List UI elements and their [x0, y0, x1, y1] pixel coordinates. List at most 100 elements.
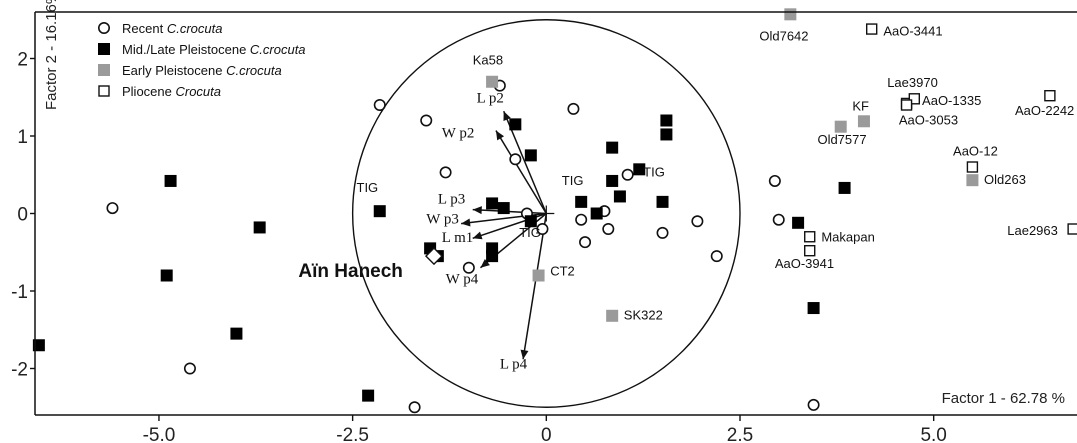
- vector-arrowhead: [461, 218, 471, 227]
- vector-label: L m1: [442, 230, 474, 246]
- data-point: [691, 215, 704, 228]
- data-point: [656, 226, 669, 239]
- legend-entry: Mid./Late Pleistocene C.crocuta: [122, 42, 306, 57]
- vector-arrowhead: [503, 111, 511, 122]
- data-point: [1044, 89, 1056, 102]
- vector-label: W p2: [442, 126, 475, 142]
- data-point: [579, 236, 592, 249]
- legend-entry: Early Pleistocene C.crocuta: [122, 63, 282, 78]
- point-label: AaO-3053: [899, 112, 958, 127]
- data-point: [524, 215, 537, 228]
- legend-entry-text: Mid./Late Pleistocene: [122, 42, 250, 57]
- legend-entry: Recent C.crocuta: [122, 21, 222, 36]
- y-tick-label: 1: [17, 127, 28, 148]
- data-point: [656, 195, 669, 208]
- data-point: [362, 389, 375, 402]
- data-point: [536, 223, 549, 236]
- vector-label: W p3: [426, 212, 459, 228]
- data-point: [567, 102, 580, 115]
- data-point: [230, 327, 243, 340]
- data-point: [373, 205, 386, 218]
- vector-label: W p4: [446, 271, 479, 287]
- point-label: TIG: [643, 164, 665, 179]
- data-point: [621, 168, 634, 181]
- loading-vector: [495, 130, 547, 214]
- point-label: AaO-3941: [775, 256, 834, 271]
- loading-vector: [522, 213, 548, 360]
- correlation-circle: [351, 19, 741, 408]
- vector-label: L p4: [500, 357, 528, 373]
- data-point: [164, 174, 177, 187]
- data-point: [613, 190, 626, 203]
- legend-marker: [98, 21, 111, 34]
- data-point: [253, 221, 266, 234]
- x-tick-label: 5.0: [920, 425, 946, 443]
- vector-arrowhead: [520, 349, 529, 360]
- y-tick-label: -1: [11, 282, 28, 303]
- data-point: [590, 207, 603, 220]
- data-point: [575, 195, 588, 208]
- point-label: KF: [852, 98, 869, 113]
- data-point: [804, 231, 816, 243]
- data-point: [606, 141, 619, 154]
- x-axis-title: Factor 1 - 62.78 %: [942, 390, 1065, 407]
- data-point: [439, 166, 452, 179]
- data-point: [807, 302, 820, 315]
- x-tick-label: -5.0: [143, 425, 176, 443]
- legend-marker: [98, 64, 110, 76]
- point-label: AaO-3441: [883, 23, 942, 38]
- vector-arrowhead: [472, 206, 482, 215]
- point-label: AaO-2242: [1015, 103, 1074, 118]
- data-point: [486, 75, 499, 88]
- highlight-label: Aïn Hanech: [298, 261, 403, 282]
- point-label: TIG: [562, 173, 584, 188]
- point-label: CT2: [550, 264, 575, 279]
- y-tick-label: 0: [17, 205, 28, 226]
- data-point: [900, 99, 913, 111]
- legend-marker: [98, 43, 110, 55]
- legend-entry-taxon: C.crocuta: [167, 21, 223, 36]
- data-point: [373, 99, 386, 112]
- data-point: [772, 213, 785, 226]
- vector-arrowhead: [480, 258, 490, 268]
- data-point: [838, 181, 851, 194]
- data-point: [524, 149, 537, 162]
- data-point: [966, 161, 979, 173]
- point-label: Old263: [984, 172, 1026, 187]
- x-tick-label: -2.5: [336, 425, 369, 443]
- point-label: Makapan: [821, 229, 874, 244]
- data-point: [183, 362, 196, 375]
- legend-entry-text: Recent: [122, 21, 167, 36]
- data-point: [420, 114, 433, 127]
- point-label: AaO-12: [953, 143, 998, 158]
- legend-entry-text: Early Pleistocene: [122, 63, 226, 78]
- data-point: [768, 174, 781, 187]
- x-tick-label: 0: [541, 425, 552, 443]
- point-label: TIG: [519, 225, 541, 240]
- point-label: Ka58: [473, 53, 503, 68]
- data-point: [857, 115, 870, 128]
- data-point: [792, 216, 805, 229]
- data-point: [710, 250, 723, 263]
- y-tick-label: 2: [17, 50, 28, 71]
- data-point: [865, 23, 878, 35]
- data-point: [633, 163, 646, 176]
- data-point: [497, 202, 510, 215]
- legend-marker: [98, 85, 110, 97]
- data-point: [509, 153, 522, 166]
- data-point: [486, 250, 499, 263]
- point-label: SK322: [624, 308, 663, 323]
- data-point: [966, 174, 979, 187]
- data-point: [462, 261, 475, 274]
- data-point: [834, 120, 847, 133]
- highlight-point: [424, 247, 443, 266]
- data-point: [408, 401, 421, 414]
- data-point: [602, 223, 615, 236]
- data-point: [509, 118, 522, 131]
- data-point: [606, 174, 619, 187]
- y-tick-label: -2: [11, 360, 28, 381]
- data-point: [532, 269, 545, 282]
- vector-arrowhead: [472, 231, 483, 240]
- y-axis-title: Factor 2 - 16.16%: [43, 0, 60, 110]
